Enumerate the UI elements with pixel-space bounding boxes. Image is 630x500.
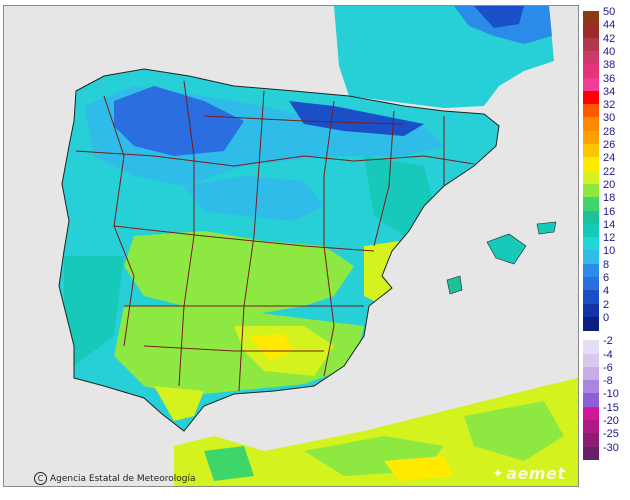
legend-label-pos-5: 36: [603, 72, 616, 85]
legend-label-pos-3: 40: [603, 45, 616, 58]
legend-swatch-neg-4: [583, 393, 599, 408]
north-africa-land: [174, 378, 578, 486]
legend-swatch-pos-6: [583, 90, 599, 105]
legend-swatch-pos-2: [583, 37, 599, 52]
ibiza-island: [446, 275, 463, 295]
legend-label-pos-15: 16: [603, 205, 616, 218]
legend-swatch-pos-16: [583, 223, 599, 238]
legend-swatch-pos-19: [583, 263, 599, 278]
legend-label-pos-2: 42: [603, 32, 616, 45]
brand-logo: ✦ aemet: [492, 464, 566, 483]
legend-swatch-pos-7: [583, 104, 599, 118]
legend-label-pos-1: 44: [603, 19, 616, 32]
legend-swatch-pos-3: [583, 50, 599, 65]
legend-label-neg-0: -2: [603, 335, 613, 348]
legend-label-pos-21: 4: [603, 285, 610, 298]
legend-label-pos-18: 10: [603, 245, 616, 258]
legend-label-pos-7: 32: [603, 99, 616, 112]
credit-text: Agencia Estatal de Meteorología: [50, 473, 196, 484]
legend-swatch-neg-5: [583, 406, 599, 421]
legend-swatch-pos-1: [583, 24, 599, 39]
legend-label-pos-6: 34: [603, 85, 616, 98]
legend-swatch-pos-4: [583, 64, 599, 78]
legend-swatch-neg-7: [583, 433, 599, 448]
legend-label-neg-2: -6: [603, 361, 613, 374]
iberia-outline: [58, 68, 500, 432]
legend-label-neg-6: -20: [603, 415, 619, 427]
legend-label-neg-8: -30: [603, 441, 619, 454]
legend-label-pos-4: 38: [603, 59, 616, 72]
legend-swatch-pos-10: [583, 144, 599, 158]
legend-label-pos-14: 18: [603, 192, 616, 205]
legend-label-pos-17: 12: [603, 232, 616, 245]
legend-swatch-neg-8: [583, 446, 599, 461]
legend-swatch-pos-8: [583, 117, 599, 132]
legend-swatch-pos-13: [583, 183, 599, 198]
legend-label-pos-19: 8: [603, 258, 610, 271]
legend-label-pos-22: 2: [603, 298, 610, 311]
legend-swatch-pos-5: [583, 77, 599, 92]
legend-label-pos-0: 50: [603, 6, 616, 18]
mallorca-island: [486, 233, 527, 265]
legend-swatch-pos-17: [583, 237, 599, 251]
map-canvas: [58, 6, 578, 486]
legend-swatch-pos-22: [583, 303, 599, 318]
temperature-map: C Agencia Estatal de Meteorología ✦ aeme…: [3, 5, 579, 487]
legend-label-pos-23: 0: [603, 311, 610, 324]
legend-swatch-neg-1: [583, 353, 599, 368]
legend-label-pos-16: 14: [603, 218, 616, 231]
legend-label-neg-3: -8: [603, 375, 613, 388]
legend-swatch-pos-23: [583, 316, 599, 331]
credit: C Agencia Estatal de Meteorología: [34, 472, 196, 485]
province-borders: [75, 80, 475, 392]
legend-label-neg-5: -15: [603, 401, 619, 414]
aemet-logo-icon: ✦: [492, 465, 505, 482]
legend-label-pos-8: 30: [603, 112, 616, 125]
legend-swatch-neg-3: [583, 380, 599, 394]
legend-label-pos-20: 6: [603, 272, 610, 284]
legend-swatch-pos-12: [583, 170, 599, 185]
legend-swatch-pos-0: [583, 11, 599, 25]
legend-label-neg-4: -10: [603, 388, 619, 401]
legend-swatch-neg-6: [583, 420, 599, 434]
legend-label-neg-7: -25: [603, 428, 619, 441]
legend-swatch-pos-15: [583, 210, 599, 225]
legend-swatch-pos-20: [583, 277, 599, 291]
legend-label-pos-13: 20: [603, 178, 616, 191]
copyright-icon: C: [34, 472, 47, 485]
legend-swatch-neg-0: [583, 340, 599, 354]
legend-swatch-pos-21: [583, 290, 599, 305]
legend-swatch-neg-2: [583, 366, 599, 381]
alps-cold-core: [474, 6, 524, 28]
legend-label-pos-12: 22: [603, 165, 616, 178]
legend-label-pos-10: 26: [603, 139, 616, 151]
legend-label-pos-11: 24: [603, 152, 616, 165]
brand-text: aemet: [506, 464, 566, 483]
menorca-island: [536, 221, 557, 235]
legend-label-neg-1: -4: [603, 348, 613, 361]
africa-temperature-fields: [204, 401, 564, 481]
temperature-legend: 50 44 42 40 38 36 34 32 30 28 26 24 22 20 18 16 14 12 10 8 6…: [583, 6, 629, 485]
legend-swatch-pos-9: [583, 130, 599, 145]
legend-label-pos-9: 28: [603, 125, 616, 138]
legend-swatch-pos-11: [583, 157, 599, 172]
legend-swatch-pos-14: [583, 197, 599, 211]
legend-swatch-pos-18: [583, 250, 599, 265]
